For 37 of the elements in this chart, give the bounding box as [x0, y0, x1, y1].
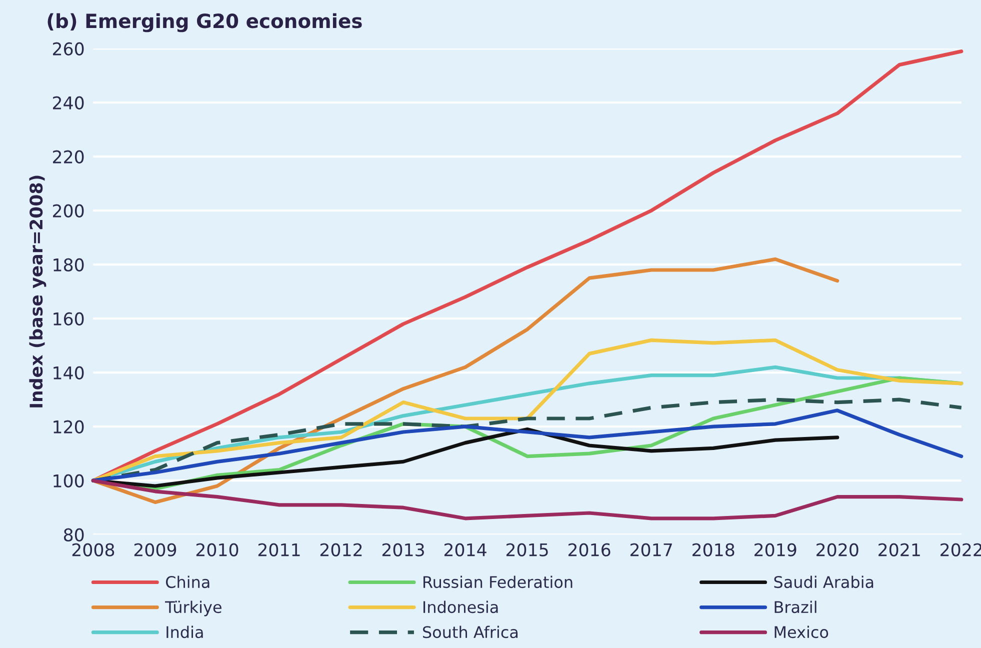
- legend-label: Türkiye: [165, 600, 222, 616]
- x-tick-label: 2010: [196, 543, 238, 556]
- line-series: [91, 257, 840, 504]
- line-series: [91, 478, 964, 520]
- x-tick-label: 2016: [568, 543, 610, 556]
- legend-label: India: [166, 626, 203, 638]
- x-tick-label: 2013: [382, 543, 424, 556]
- y-tick-label: 80: [64, 528, 84, 542]
- legend-label: China: [166, 576, 210, 588]
- legend-label: South Africa: [422, 626, 518, 638]
- y-tick-label: 100: [54, 474, 84, 488]
- legend-label: Brazil: [774, 600, 816, 614]
- y-tick-label: 200: [52, 204, 84, 218]
- y-tick-label: 180: [54, 258, 84, 272]
- chart-title: (b) Emerging G20 economies: [48, 13, 362, 32]
- y-tick-label: 160: [54, 312, 84, 326]
- x-tick-label: 2012: [320, 543, 362, 556]
- y-tick-label: 220: [52, 150, 84, 164]
- legend-label: Indonesia: [424, 600, 498, 614]
- x-tick-label: 2015: [506, 543, 548, 556]
- x-tick-label: 2021: [878, 543, 920, 556]
- y-tick-label: 140: [54, 366, 84, 380]
- y-axis-title: Index (base year=2008): [29, 176, 46, 408]
- y-tick-label: 240: [52, 96, 84, 110]
- x-tick-label: 2017: [630, 543, 672, 556]
- x-tick-label: 2019: [754, 543, 796, 556]
- x-tick-label: 2008: [72, 543, 114, 556]
- legend-label: Saudi Arabia: [774, 576, 874, 588]
- y-tick-label: 120: [54, 420, 84, 434]
- x-tick-label: 2009: [134, 543, 176, 556]
- x-tick-label: 2018: [692, 543, 734, 556]
- legend-label: Mexico: [774, 626, 828, 638]
- x-tick-label: 2014: [444, 543, 486, 556]
- x-tick-label: 2011: [258, 543, 300, 556]
- y-tick-label: 260: [52, 42, 84, 56]
- x-tick-label: 2020: [816, 543, 858, 556]
- legend-label: Russian Federation: [424, 576, 572, 588]
